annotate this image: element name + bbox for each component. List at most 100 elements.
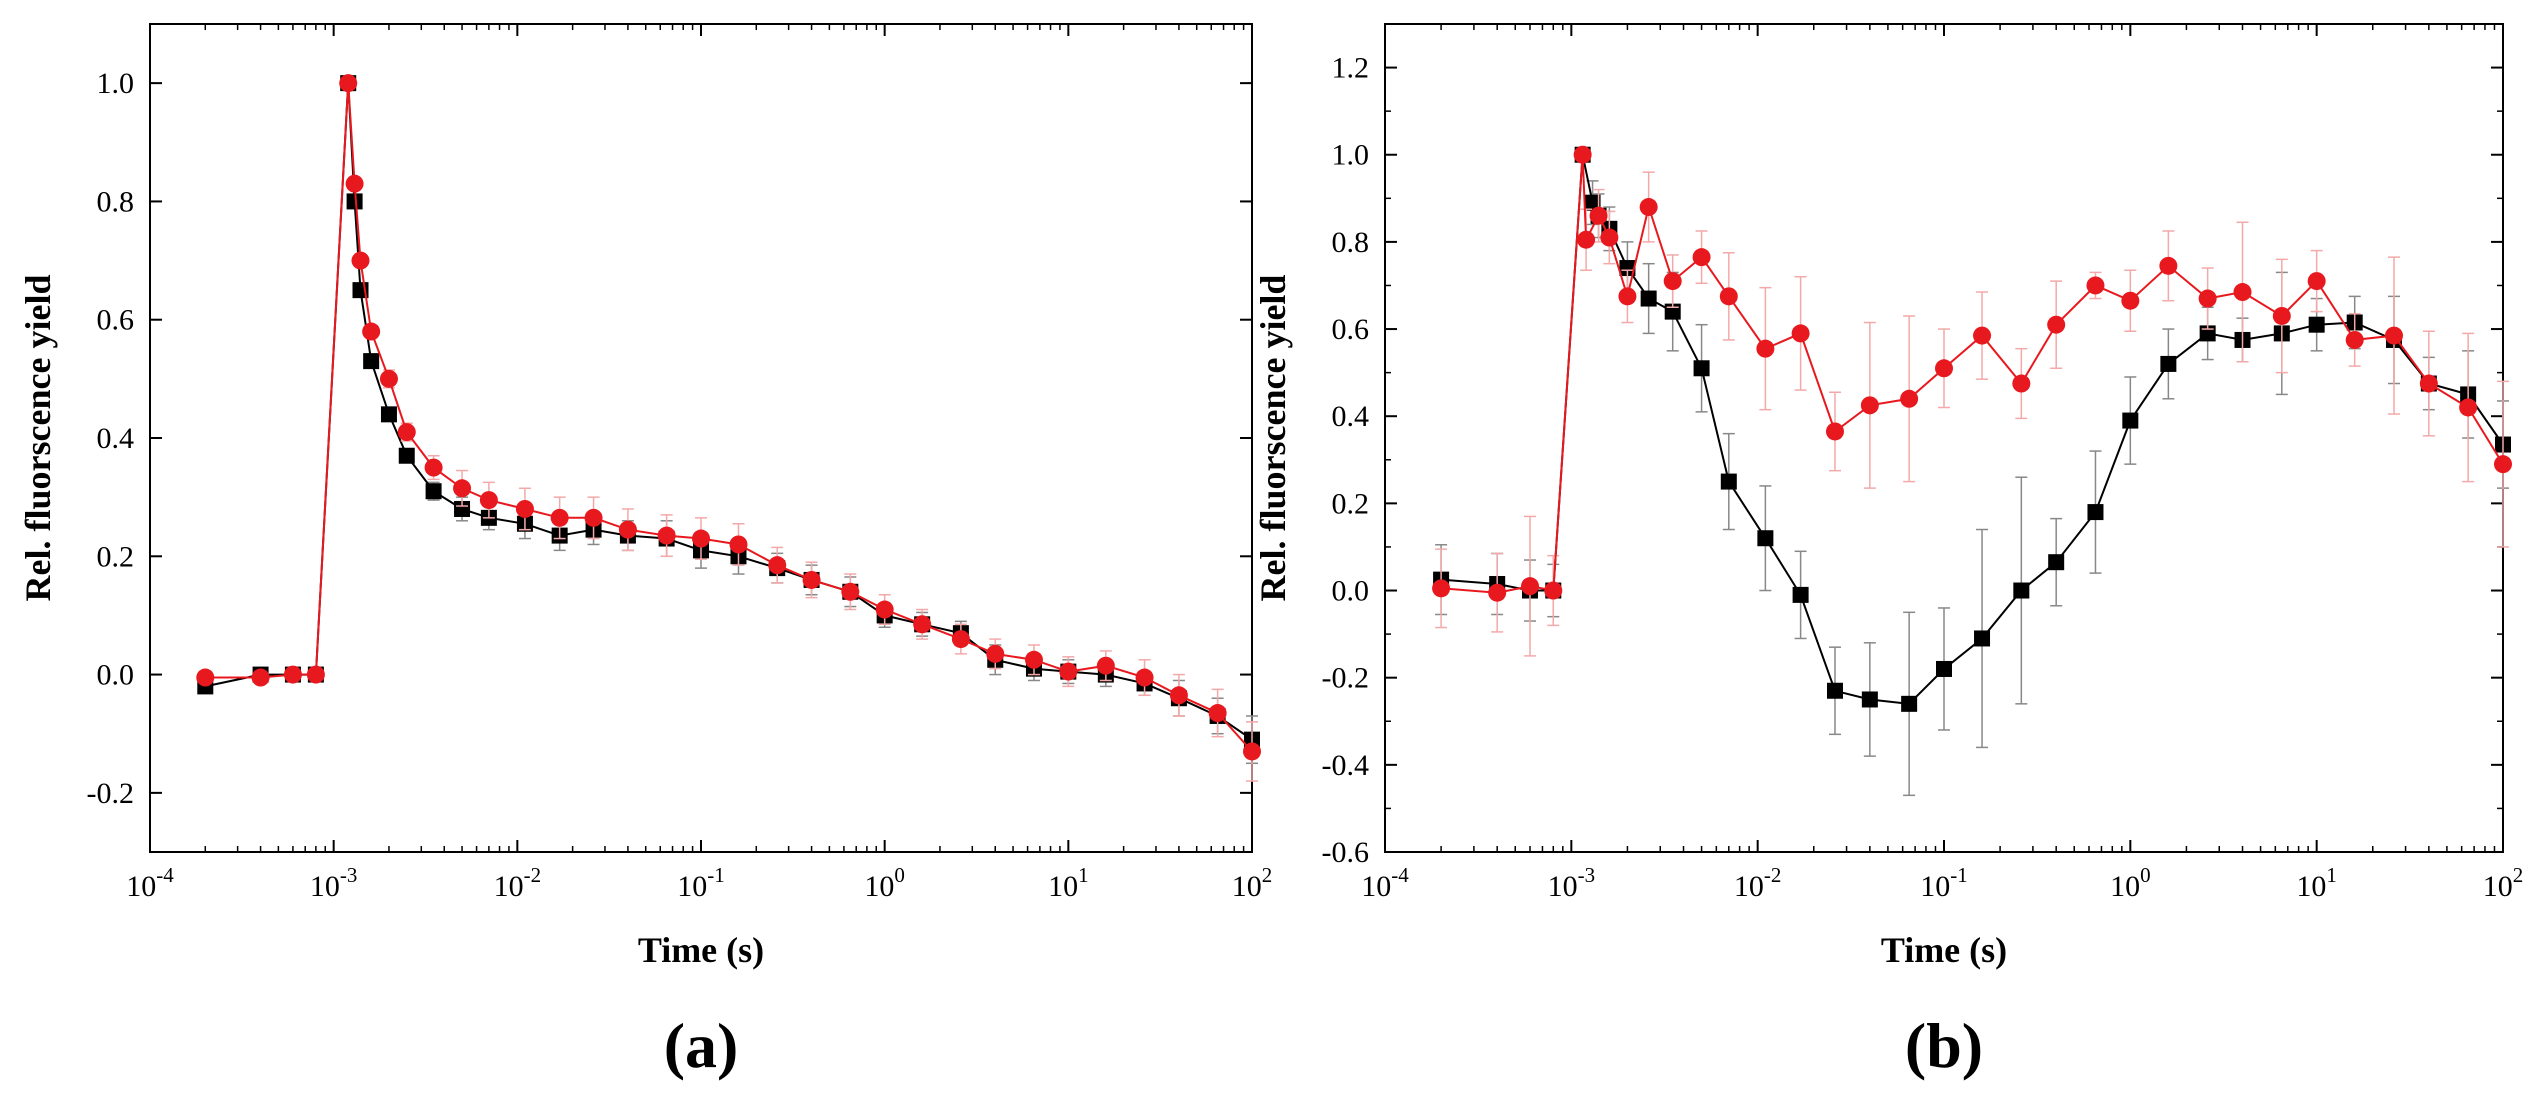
panel-b-red-series-point	[2233, 283, 2252, 302]
panel-a-red-series-point	[584, 508, 603, 527]
panel-a-red-series-point	[1169, 686, 1188, 705]
panel-b-red-series-point	[1973, 326, 1992, 345]
panel-b-black-series-point	[1974, 630, 1991, 647]
panel-b-black-series-point	[2087, 504, 2104, 521]
panel-a-x-tick-label: 10-3	[310, 863, 358, 903]
panel-b-red-series-point	[1860, 396, 1879, 415]
panel-b-x-tick-label: 10-3	[1548, 863, 1596, 903]
panel-b-y-tick-label: 0.8	[1332, 226, 1370, 259]
panel-b-black-series-point	[1861, 691, 1878, 708]
panel-b-red-series-point	[2086, 276, 2105, 295]
panel-b-black-series-point	[1720, 473, 1737, 490]
panel-b-y-tick-label: 1.0	[1332, 139, 1370, 172]
panel-a-red-series-point	[1135, 668, 1154, 687]
panel-b-red-series-point	[2307, 272, 2326, 291]
panel-a-black-series-point	[454, 500, 471, 517]
panel-a-chart: 10-4 10-3 10-2 10-1 100 101 102 -0.2 0.0 0.2 0.4 0.…	[18, 23, 1273, 1081]
panel-b-black-series-point	[1584, 194, 1601, 211]
panel-b-chart: 10-4 10-3 10-2 10-1 100 101 102 -0.6 -0.4 -0.2 0.0…	[1253, 23, 2524, 1081]
panel-b-red-series-point	[2198, 289, 2217, 308]
panel-a-red-series-point	[339, 74, 358, 93]
panel-a-red-series-point	[1243, 742, 1261, 761]
panel-b-x-tick-label: 10-4	[1361, 863, 1409, 903]
panel-a-red-series-point	[362, 322, 381, 341]
panel-b-red-series-point	[1791, 324, 1810, 343]
panel-a-red-series-point	[515, 499, 534, 518]
panel-b-black-series-point	[2160, 355, 2177, 372]
panel-b-black-series-point	[2122, 412, 2139, 429]
panel-b-red-series-point	[1600, 228, 1619, 247]
panel-b-y-tick-label: -0.2	[1322, 662, 1370, 695]
panel-a-red-series-point	[351, 251, 370, 270]
panel-b-black-series-point	[1640, 290, 1657, 307]
panel-b-red-series-point	[1432, 579, 1451, 598]
panel-b-black-series-point	[1936, 660, 1952, 677]
panel-a-red-series-point	[251, 668, 270, 687]
panel-a-red-series-point	[345, 174, 364, 193]
panel-a-red-series-line	[205, 83, 1253, 753]
panel-a-panel-label: (a)	[664, 1010, 739, 1081]
panel-b-red-series-point	[2459, 398, 2478, 417]
panel-b-red-series-point	[2272, 306, 2291, 325]
panel-a-red-series-point	[1059, 662, 1078, 681]
panel-b-black-series-point	[1826, 682, 1843, 699]
panel-a-x-tick-label: 101	[1048, 863, 1089, 903]
panel-b-red-series-point	[1488, 583, 1507, 602]
panel-b-red-series-point	[2047, 315, 2066, 334]
panel-b-x-tick-label: 101	[2296, 863, 2337, 903]
panel-b-x-tick-label: 100	[2110, 863, 2151, 903]
panel-b-y-axis-title: Rel. fluorscence yield	[1253, 275, 1293, 602]
panel-a-black-series-point	[346, 193, 363, 210]
panel-b-y-tick-label: 0.4	[1332, 400, 1370, 433]
panel-b-y-tick-label: 1.2	[1332, 52, 1370, 85]
panel-b-red-series-point	[1577, 230, 1596, 249]
panel-a-red-series-point	[913, 615, 932, 634]
panel-a-red-series-point	[453, 479, 472, 498]
panel-b-y-tick-label: 0.2	[1332, 487, 1370, 520]
panel-a-red-series-point	[986, 644, 1005, 663]
panel-b-x-axis-title: Time (s)	[1881, 930, 2007, 970]
panel-b-red-series-point	[2419, 374, 2438, 393]
panel-a-red-series-point	[424, 458, 443, 477]
panel-b-red-series-line	[1441, 154, 2504, 594]
panel-b-black-series-point	[2013, 582, 2030, 599]
panel-b-black-series-point	[1901, 695, 1918, 712]
panel-a-y-axis-title: Rel. fluorscence yield	[18, 275, 58, 602]
panel-a-y-tick-label: 0.6	[97, 304, 135, 337]
panel-b-x-tick-label: 102	[2483, 863, 2524, 903]
panel-b-red-series-point	[1719, 287, 1738, 306]
panel-a-red-series-point	[875, 600, 894, 619]
panel-a-red-series-point	[397, 423, 416, 442]
panel-a-x-axis-title: Time (s)	[638, 930, 764, 970]
panel-a-black-series-point	[363, 353, 380, 370]
panel-b-red-series-point	[1692, 248, 1711, 267]
panel-a-red-series-point	[951, 630, 970, 649]
panel-b-red-series-point	[2494, 455, 2512, 474]
panel-a-y-tick-label: 0.2	[97, 540, 135, 573]
panel-a-red-series-point	[692, 529, 710, 548]
panel-b-red-series-point	[1935, 359, 1953, 378]
panel-a-x-tick-label: 102	[1232, 863, 1273, 903]
panel-b-red-series-point	[1520, 577, 1539, 596]
panel-b-black-series-point	[1619, 260, 1636, 277]
panel-b-panel-label: (b)	[1905, 1010, 1983, 1081]
panel-a-y-tick-label: 1.0	[97, 67, 135, 100]
panel-a-red-series-point	[306, 665, 325, 684]
panel-a-red-series-point	[196, 668, 215, 687]
panel-b-y-tick-label: -0.6	[1322, 836, 1370, 869]
panel-b-red-series-point	[1663, 272, 1682, 291]
panel-a-y-tick-label: 0.0	[97, 659, 135, 692]
panel-b-red-series-point	[1618, 287, 1637, 306]
panel-a-red-series-point	[729, 535, 748, 554]
panel-a-red-series-point	[618, 520, 637, 539]
panel-b-y-tick-label: -0.4	[1322, 749, 1370, 782]
panel-a-x-tick-label: 100	[864, 863, 905, 903]
panel-b-x-tick-label: 10-1	[1920, 863, 1968, 903]
panel-b-y-tick-label: 0.0	[1332, 575, 1370, 608]
panel-b-black-series-point	[2048, 554, 2065, 571]
panel-b-y-tick-label: 0.6	[1332, 313, 1370, 346]
panel-a-y-tick-label: 0.8	[97, 185, 135, 218]
panel-b-red-series-point	[2121, 291, 2140, 310]
panel-a-red-series-point	[802, 570, 821, 589]
panel-b-red-series-point	[2159, 256, 2178, 275]
